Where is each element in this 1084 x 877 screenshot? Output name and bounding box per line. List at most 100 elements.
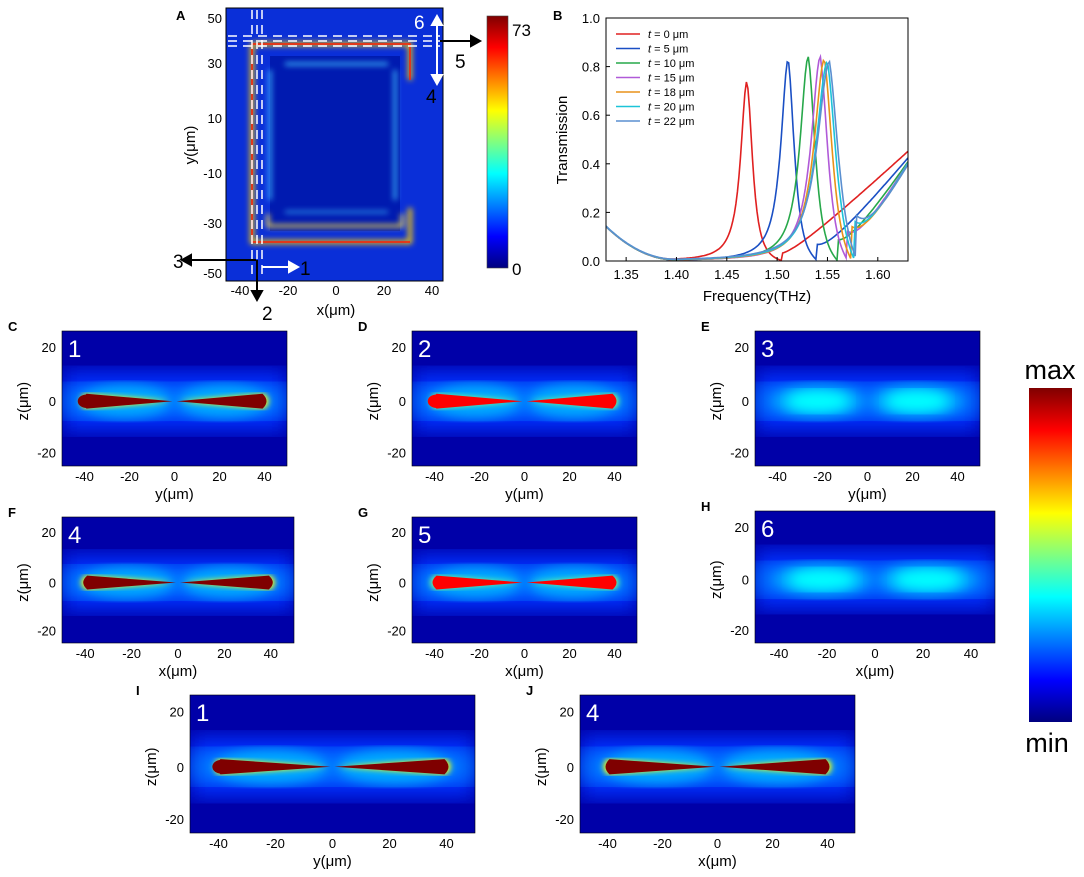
panel-a-colorbar (486, 15, 509, 269)
heatmap-zlabel: z(μm) (708, 382, 725, 421)
heatmap-ztick: -20 (730, 446, 749, 461)
panel-b-xtick-label: 1.55 (815, 267, 840, 282)
series-line-6 (606, 59, 908, 261)
field-lobe-core (176, 393, 267, 409)
heatmap-xlabel: y(μm) (505, 486, 544, 503)
legend-t: t (648, 58, 652, 70)
panel-b-xtick-label: 1.45 (714, 267, 739, 282)
panel-a: A 1 2 (173, 7, 531, 325)
heatmap-panel-d: D 2 20 0 -20 z(μm) -40 -20 0 20 40 y(μm) (358, 319, 638, 503)
heatmap-ztick: 20 (392, 340, 406, 355)
marker-5: 5 (455, 52, 466, 73)
heatmap-frame (411, 330, 638, 467)
field-lobe-core (432, 393, 523, 409)
field-lobe-core (334, 759, 449, 775)
heatmap-field (580, 695, 855, 833)
heatmap-xtick: 0 (521, 469, 528, 484)
heatmap-xtick: 0 (329, 836, 336, 851)
legend-entry-1: t = 5 μm (648, 44, 688, 56)
legend-entry-2: t = 10 μm (648, 58, 694, 70)
heatmap-zlabel: z(μm) (15, 382, 32, 421)
heatmap-xtick: 40 (257, 469, 271, 484)
heatmap-panel-j: J 4 20 0 -20 z(μm) -40 -20 0 20 40 x(μm) (526, 683, 856, 870)
heatmap-label: H (701, 499, 710, 514)
heatmap-xtick: 0 (521, 646, 528, 661)
legend-t: t (648, 73, 652, 85)
heatmap-xtick: -20 (120, 469, 139, 484)
heatmap-xtick: -20 (266, 836, 285, 851)
heatmap-xtick: -20 (653, 836, 672, 851)
heatmap-xtick: 20 (212, 469, 226, 484)
panel-a-label: A (176, 8, 186, 23)
heatmap-ztick: 0 (567, 760, 574, 775)
legend-t: t (648, 29, 652, 41)
heatmap-label: I (136, 683, 140, 698)
heatmap-ztick: 20 (392, 525, 406, 540)
panel-b-ylabel: Transmission (554, 96, 571, 185)
heatmap-xtick: -40 (425, 469, 444, 484)
panel-a-xtick: 20 (377, 283, 391, 298)
field-split-spot (77, 394, 96, 408)
field-lobe-soft (885, 390, 949, 413)
heatmap-field (412, 517, 637, 643)
heatmap-field (190, 695, 475, 833)
panel-a-xtick: 0 (332, 283, 339, 298)
field-lobe-core (180, 575, 273, 590)
field-lobe-core (82, 393, 173, 409)
heatmap-ztick: 20 (170, 705, 184, 720)
panel-b-xtick-label: 1.50 (764, 267, 789, 282)
field-lobe-core (526, 575, 617, 590)
field-lobe-soft (786, 390, 850, 413)
heatmap-ztick: 0 (49, 576, 56, 591)
heatmap-xtick: -40 (768, 469, 787, 484)
panel-b-xtick-label: 1.35 (613, 267, 638, 282)
heatmap-frame (411, 516, 638, 644)
heatmap-ztick: 20 (42, 340, 56, 355)
field-lobe-core (719, 759, 830, 775)
panel-a-ytick: -30 (203, 216, 222, 231)
panel-b-xtick-label: 1.60 (865, 267, 890, 282)
panel-b-series-lines (606, 53, 908, 261)
panel-a-cut-guides (228, 10, 440, 280)
heatmap-xtick: -20 (813, 469, 832, 484)
heatmap-xtick: 40 (820, 836, 834, 851)
panel-a-xtick: -40 (231, 283, 250, 298)
heatmap-number: 4 (68, 522, 81, 549)
heatmap-zlabel: z(μm) (15, 563, 32, 602)
heatmap-label: G (358, 505, 368, 520)
heatmap-field (62, 331, 287, 466)
heatmap-ztick: -20 (555, 812, 574, 827)
heatmap-xtick: 20 (562, 646, 576, 661)
legend-t: t (648, 87, 652, 99)
heatmap-number: 2 (418, 336, 431, 363)
panel-a-ytick: -10 (203, 166, 222, 181)
heatmap-xtick: 20 (562, 469, 576, 484)
heatmap-ztick: 0 (399, 576, 406, 591)
heatmap-xlabel: x(μm) (856, 663, 895, 680)
heatmap-xtick: -20 (122, 646, 141, 661)
marker-1: 1 (300, 259, 311, 280)
heatmap-number: 3 (761, 336, 774, 363)
field-lobe-core (432, 575, 523, 590)
heatmap-xlabel: y(μm) (313, 853, 352, 870)
heatmap-xtick: -40 (770, 646, 789, 661)
field-split-spot (212, 759, 231, 774)
cross-section-colorbar (1029, 388, 1072, 722)
heatmap-ztick: 0 (742, 394, 749, 409)
panel-a-ytick: 10 (208, 111, 222, 126)
heatmap-xtick: 0 (714, 836, 721, 851)
heatmap-ztick: 20 (42, 525, 56, 540)
heatmap-field (412, 331, 637, 466)
legend-text: = 18 μm (651, 87, 694, 99)
legend-entry-4: t = 18 μm (648, 87, 694, 99)
panel-b-ytick-label: 0.6 (582, 108, 600, 123)
heatmap-number: 4 (586, 700, 599, 727)
heatmap-label: C (8, 319, 18, 334)
panel-a-colorbar-min: 0 (512, 260, 521, 279)
field-lobe-soft (894, 569, 962, 591)
heatmap-xtick: -40 (76, 646, 95, 661)
heatmap-ztick: 0 (399, 394, 406, 409)
panel-a-xtick: 40 (425, 283, 439, 298)
legend-text: = 15 μm (651, 73, 694, 85)
heatmap-field (755, 331, 980, 466)
